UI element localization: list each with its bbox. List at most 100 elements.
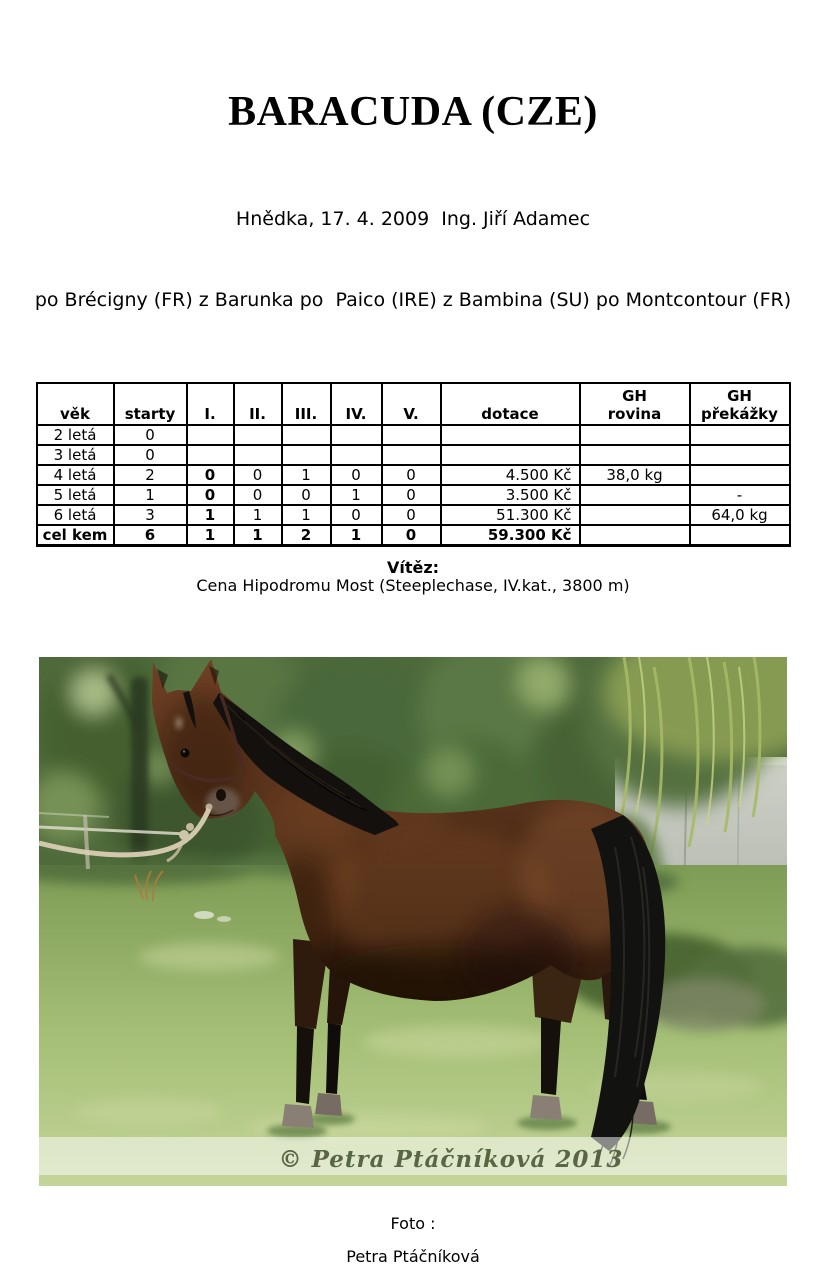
cell: 6 letá [35,504,115,526]
cell: 1 [280,504,332,526]
cell [185,444,235,466]
cell: 0 [112,424,188,446]
pedigree-line: po Brécigny (FR) z Barunka po Paico (IRE… [34,289,792,311]
header-label: III. [294,405,318,423]
cell: 5 letá [35,484,115,506]
page-title: BARACUDA (CZE) [228,89,598,135]
cell [329,444,383,466]
photo-watermark: © Petra Ptáčníková 2013 [278,1146,624,1173]
cell [688,444,791,466]
cell: 4.500 Kč [439,464,581,486]
cell: 0 [380,484,442,506]
horse-photo-illustration [39,657,787,1186]
table-row-total: cel kem 6 1 1 2 1 0 59.300 Kč [35,524,791,547]
cell: 2 [112,464,188,486]
cell: 1 [112,484,188,506]
cell [380,444,442,466]
cell: 0 [329,504,383,526]
cell: 2 [280,524,332,547]
photo-credit-label: Foto : [390,1214,436,1233]
cell [578,424,691,446]
cell: 51.300 Kč [439,504,581,526]
horse-photo: © Petra Ptáčníková 2013 [39,657,787,1186]
header-place-5: V. [380,382,442,426]
cell [688,524,791,547]
header-label: II. [249,405,266,423]
header-starty: starty [112,382,188,426]
header-top: GH [727,387,752,405]
photo-credit-name: Petra Ptáčníková [346,1247,480,1266]
cell: 1 [329,524,383,547]
cell: cel kem [35,524,115,547]
cell: 1 [280,464,332,486]
cell [329,424,383,446]
header-place-4: IV. [329,382,383,426]
cell [688,424,791,446]
header-dotace: dotace [439,382,581,426]
cell [688,464,791,486]
cell [380,424,442,446]
header-gh-rovina: GH rovina [578,382,691,426]
cell: 38,0 kg [578,464,691,486]
cell: 0 [112,444,188,466]
header-label: V. [403,405,419,423]
cell: 1 [329,484,383,506]
cell [578,524,691,547]
header-label: dotace [481,405,539,423]
cell: 0 [185,484,235,506]
cell: 0 [280,484,332,506]
cell: 1 [185,524,235,547]
cell: 0 [380,524,442,547]
cell: 0 [232,484,283,506]
header-top: GH [622,387,647,405]
header-label: IV. [345,405,367,423]
cell [232,444,283,466]
cell: 2 letá [35,424,115,446]
table-row: 5 letá 1 0 0 0 1 0 3.500 Kč - [35,484,791,506]
table-row: 3 letá 0 [35,444,791,466]
victory-label: Vítěz: [386,558,440,577]
victory-race: Cena Hipodromu Most (Steeplechase, IV.ka… [196,576,630,595]
cell: 0 [232,464,283,486]
document-page: BARACUDA (CZE) Hnědka, 17. 4. 2009 Ing. … [0,88,826,1265]
cell: 64,0 kg [688,504,791,526]
header-vek: věk [35,382,115,426]
cell: 1 [185,504,235,526]
cell: 3 letá [35,444,115,466]
table-row: 6 letá 3 1 1 1 0 0 51.300 Kč 64,0 kg [35,504,791,526]
cell [578,504,691,526]
header-label: starty [124,405,176,423]
header-gh-prekazky: GH překážky [688,382,791,426]
header-label: I. [204,405,216,423]
cell: 0 [329,464,383,486]
cell: 4 letá [35,464,115,486]
cell: - [688,484,791,506]
header-label: věk [60,405,90,423]
cell: 1 [232,524,283,547]
header-label: překážky [701,405,778,423]
cell: 0 [380,504,442,526]
header-place-3: III. [280,382,332,426]
cell: 3 [112,504,188,526]
horse-description: Hnědka, 17. 4. 2009 Ing. Jiří Adamec po … [0,152,826,368]
table-row: 4 letá 2 0 0 1 0 0 4.500 Kč 38,0 kg [35,464,791,486]
header-place-2: II. [232,382,283,426]
cell [439,444,581,466]
cell: 6 [112,524,188,547]
cell: 0 [185,464,235,486]
cell: 0 [380,464,442,486]
cell [578,484,691,506]
victory-section: Vítěz: Cena Hipodromu Most (Steeplechase… [0,559,826,595]
cell [280,424,332,446]
horse-birth-line: Hnědka, 17. 4. 2009 Ing. Jiří Adamec [235,208,591,230]
table-header-row: věk starty I. II. III. IV. V. dotace GH r… [35,382,791,426]
cell [578,444,691,466]
cell [185,424,235,446]
cell [439,424,581,446]
cell: 3.500 Kč [439,484,581,506]
table-row: 2 letá 0 [35,424,791,446]
header-place-1: I. [185,382,235,426]
header-label: rovina [607,405,662,423]
race-record-table: věk starty I. II. III. IV. V. dotace GH r… [35,382,791,547]
cell: 1 [232,504,283,526]
